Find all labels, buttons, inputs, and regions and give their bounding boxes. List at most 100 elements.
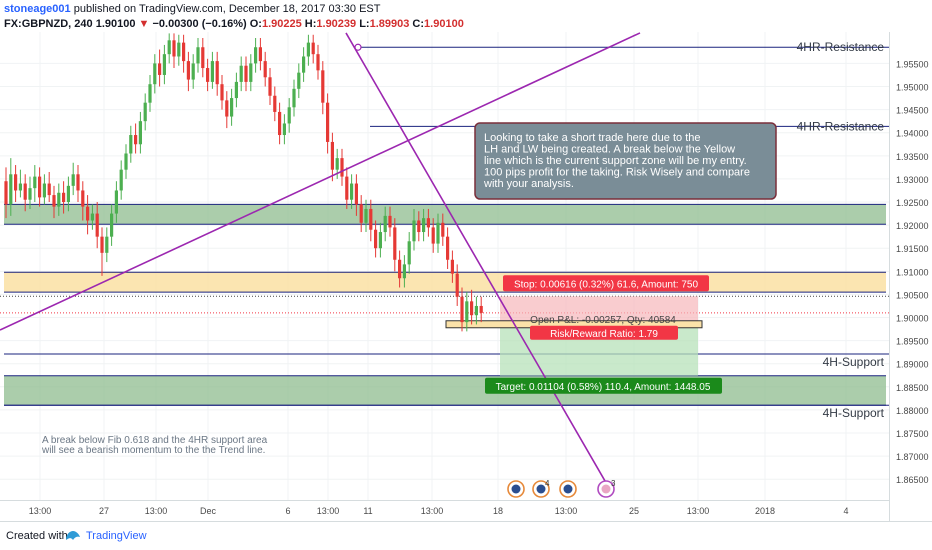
candle-body [81,190,85,207]
y-tick-label: 1.92500 [896,198,929,208]
event-count: 3 [611,479,616,488]
candle-body [119,169,123,191]
x-tick-label: 13:00 [687,506,710,516]
candle-body [407,241,411,265]
event-flag-icon[interactable] [532,480,550,498]
candle [321,61,325,115]
y-tick-label: 1.89000 [896,360,929,370]
candle [186,51,190,92]
candle [138,111,142,154]
candle-body [330,141,334,170]
last-price: 1.90100 [92,18,136,30]
event-flag-icon[interactable] [559,480,577,498]
candle [249,54,253,92]
candle [282,114,286,145]
note-box [474,122,777,200]
y-tick-label: 1.95500 [896,59,929,69]
candle [254,38,258,73]
tradingview-logo-icon[interactable] [64,528,82,542]
candle-body [417,220,421,233]
footer: Created with TradingView [0,521,932,550]
candle-body [388,215,392,228]
candle-body [18,183,22,191]
x-tick-label: 27 [99,506,109,516]
candle [167,33,171,64]
high-label: H: [301,18,317,30]
candle-body [474,305,478,316]
y-tick-label: 1.93500 [896,152,929,162]
candle-body [86,206,90,221]
event-flag-icon[interactable] [597,480,615,498]
candle-body [354,183,358,205]
level-label: 4H-Support [823,406,885,420]
candle-body [287,107,291,124]
target-label: Target: 0.01104 (0.58%) 110.4, Amount: 1… [496,382,711,393]
y-tick-label: 1.93000 [896,175,929,185]
candle [369,199,373,242]
candle-body [191,63,195,80]
candle-body [479,305,483,313]
candle [412,208,416,251]
candle-body [14,174,18,191]
candle [263,51,267,87]
candle-body [47,183,51,196]
candle-body [383,215,387,233]
plot-area[interactable] [0,32,889,500]
candle [273,86,277,122]
candle-body [460,296,464,323]
candle [71,162,75,196]
candle [359,195,363,233]
candle [172,33,176,69]
candle-body [153,63,157,85]
candle-body [297,72,301,89]
candle-body [441,222,445,237]
candle [455,264,459,306]
symbol-line: FX:GBPNZD, 240 1.90100 ▼ −0.00300 (−0.16… [4,18,464,30]
candle-body [306,42,310,57]
event-flag-core [563,484,573,494]
candle-body [162,54,166,75]
note-text-line: will see a bearish momentum to the the T… [41,445,265,456]
candle [162,44,166,85]
event-count: 4 [545,479,550,488]
candle [18,169,22,198]
candle [345,167,349,209]
trend-line-falling [345,32,613,494]
candle-body [402,264,406,279]
candle [230,88,234,126]
candle [47,171,51,203]
y-tick-label: 1.90000 [896,314,929,324]
candle [215,51,219,96]
candle-body [268,77,272,96]
candle [196,38,200,73]
level-label: 4HR-Resistance [797,119,885,133]
candle [100,227,104,276]
x-tick-label: 11 [363,506,372,516]
high-value: 1.90239 [316,18,357,30]
event-flag-icon[interactable] [507,480,525,498]
candle [119,160,123,200]
candle-body [23,183,27,200]
close-value: 1.90100 [424,18,464,30]
candle-body [393,227,397,260]
symbol-name[interactable]: FX:GBPNZD, 240 [4,18,93,30]
author-link[interactable]: stoneage001 [4,3,71,15]
trend-lines[interactable] [0,32,641,494]
candle-body [9,174,13,205]
down-arrow-icon: ▼ [135,18,150,30]
candle-body [436,222,440,244]
candle-body [340,158,344,177]
price-chart[interactable]: 4HR-Resistance 4HR-Resistance 4H-Support 4H… [0,32,932,521]
candle [244,56,248,92]
candle-body [95,213,99,237]
candle-body [105,236,109,253]
candle-body [316,54,320,71]
candle-body [33,176,37,189]
candle [402,255,406,288]
candle-body [90,213,94,221]
candle-body [38,176,42,198]
candle-body [446,236,450,260]
x-tick-label: 13:00 [421,506,444,516]
price-scale[interactable] [889,32,932,521]
tradingview-link[interactable]: TradingView [86,530,147,542]
